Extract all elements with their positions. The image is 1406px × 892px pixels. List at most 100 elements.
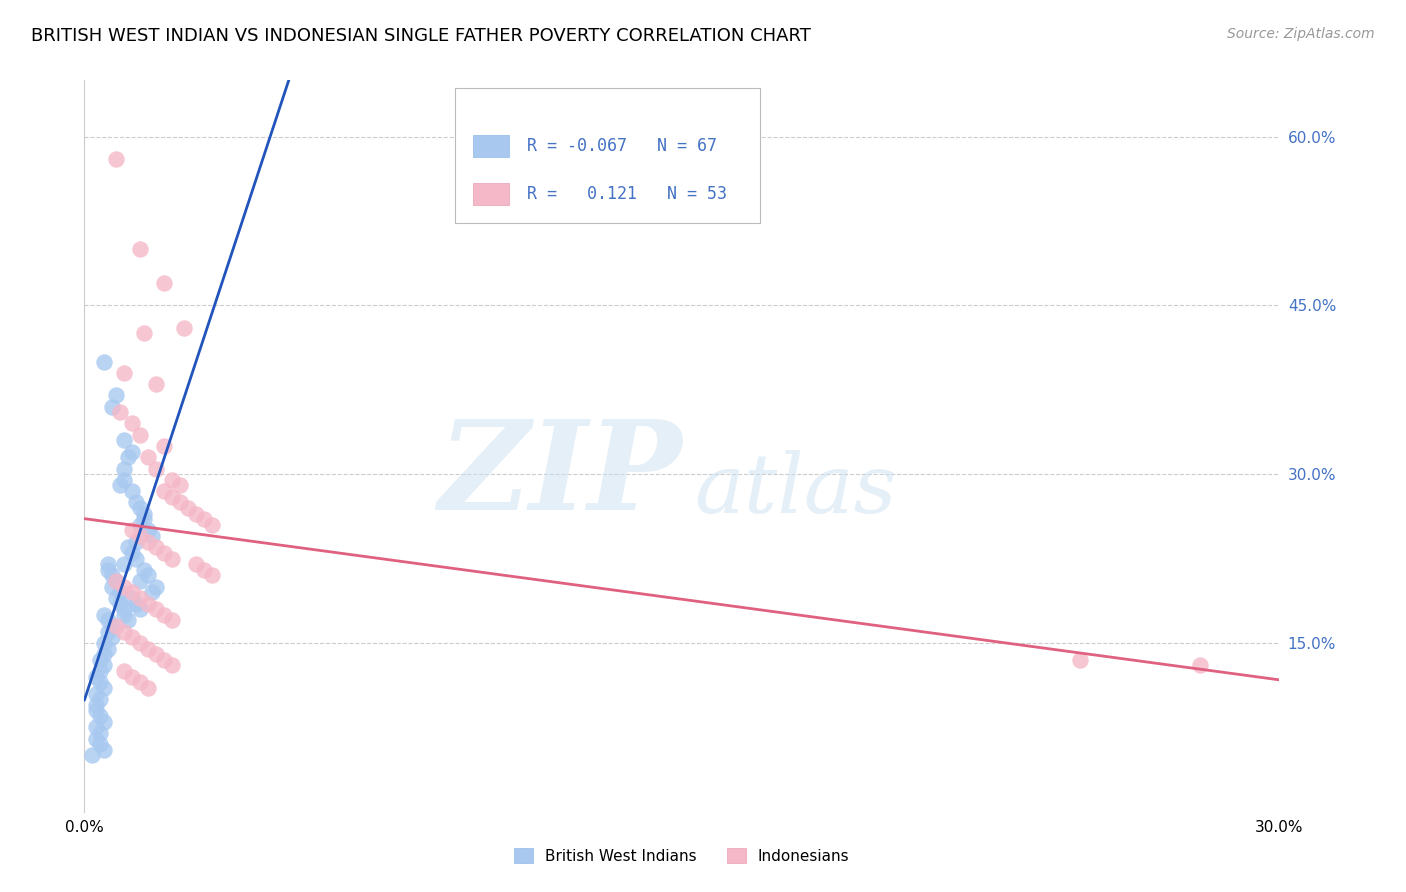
Point: [153, 439, 176, 453]
Point: [110, 597, 132, 611]
Point: [86, 720, 108, 734]
Point: [89, 664, 111, 678]
Point: [105, 574, 128, 588]
Point: [153, 607, 176, 622]
Point: [141, 585, 163, 599]
Point: [121, 524, 143, 538]
Text: atlas: atlas: [695, 450, 896, 530]
Point: [129, 602, 152, 616]
Point: [93, 607, 115, 622]
Point: [110, 478, 132, 492]
Point: [97, 624, 120, 639]
Point: [112, 557, 135, 571]
Point: [132, 507, 156, 521]
Point: [125, 534, 148, 549]
Point: [121, 546, 143, 560]
Text: ZIP: ZIP: [439, 415, 682, 536]
Point: [105, 591, 128, 605]
Point: [101, 568, 124, 582]
Point: [160, 658, 183, 673]
Point: [89, 726, 111, 740]
Point: [86, 698, 108, 712]
Point: [117, 614, 139, 628]
Point: [201, 568, 224, 582]
Point: [93, 658, 115, 673]
Point: [129, 591, 152, 605]
Point: [129, 574, 152, 588]
Point: [93, 354, 115, 368]
Point: [129, 427, 152, 442]
Point: [97, 614, 120, 628]
Point: [160, 614, 183, 628]
Point: [86, 731, 108, 746]
Point: [112, 602, 135, 616]
Point: [136, 450, 159, 465]
Text: R = -0.067   N = 67: R = -0.067 N = 67: [527, 137, 717, 155]
Point: [93, 681, 115, 695]
Point: [160, 551, 183, 566]
Point: [169, 478, 191, 492]
Point: [136, 641, 159, 656]
Point: [145, 580, 167, 594]
Point: [112, 664, 135, 678]
Point: [101, 580, 124, 594]
Point: [89, 653, 111, 667]
Point: [184, 557, 207, 571]
Point: [121, 585, 143, 599]
Point: [125, 597, 148, 611]
Point: [136, 568, 159, 582]
Point: [121, 417, 143, 431]
Point: [129, 675, 152, 690]
Point: [160, 490, 183, 504]
Point: [145, 541, 167, 555]
Point: [121, 483, 143, 498]
Point: [112, 624, 135, 639]
Point: [129, 500, 152, 515]
Point: [141, 529, 163, 543]
Point: [89, 692, 111, 706]
Point: [145, 461, 167, 475]
Point: [132, 512, 156, 526]
Point: [93, 743, 115, 757]
Point: [129, 636, 152, 650]
Point: [145, 602, 167, 616]
Point: [1188, 658, 1211, 673]
Point: [153, 653, 176, 667]
Point: [136, 534, 159, 549]
Point: [121, 591, 143, 605]
Point: [136, 524, 159, 538]
FancyBboxPatch shape: [472, 135, 509, 157]
Point: [97, 557, 120, 571]
Point: [105, 574, 128, 588]
Point: [117, 541, 139, 555]
Point: [93, 714, 115, 729]
Point: [105, 619, 128, 633]
Point: [177, 500, 200, 515]
Point: [129, 242, 152, 256]
Legend: British West Indians, Indonesians: British West Indians, Indonesians: [509, 842, 855, 870]
Point: [201, 517, 224, 532]
Point: [193, 563, 215, 577]
Point: [101, 619, 124, 633]
Point: [105, 152, 128, 166]
Point: [153, 276, 176, 290]
Point: [86, 687, 108, 701]
Point: [132, 563, 156, 577]
Point: [110, 585, 132, 599]
Point: [93, 647, 115, 661]
Point: [112, 461, 135, 475]
Point: [125, 495, 148, 509]
Text: Source: ZipAtlas.com: Source: ZipAtlas.com: [1227, 27, 1375, 41]
Point: [125, 551, 148, 566]
Point: [112, 580, 135, 594]
Point: [160, 473, 183, 487]
Point: [153, 546, 176, 560]
Point: [121, 670, 143, 684]
Point: [101, 400, 124, 414]
Point: [112, 607, 135, 622]
Point: [145, 647, 167, 661]
Point: [136, 681, 159, 695]
Point: [153, 483, 176, 498]
Point: [1069, 653, 1091, 667]
Point: [121, 630, 143, 644]
